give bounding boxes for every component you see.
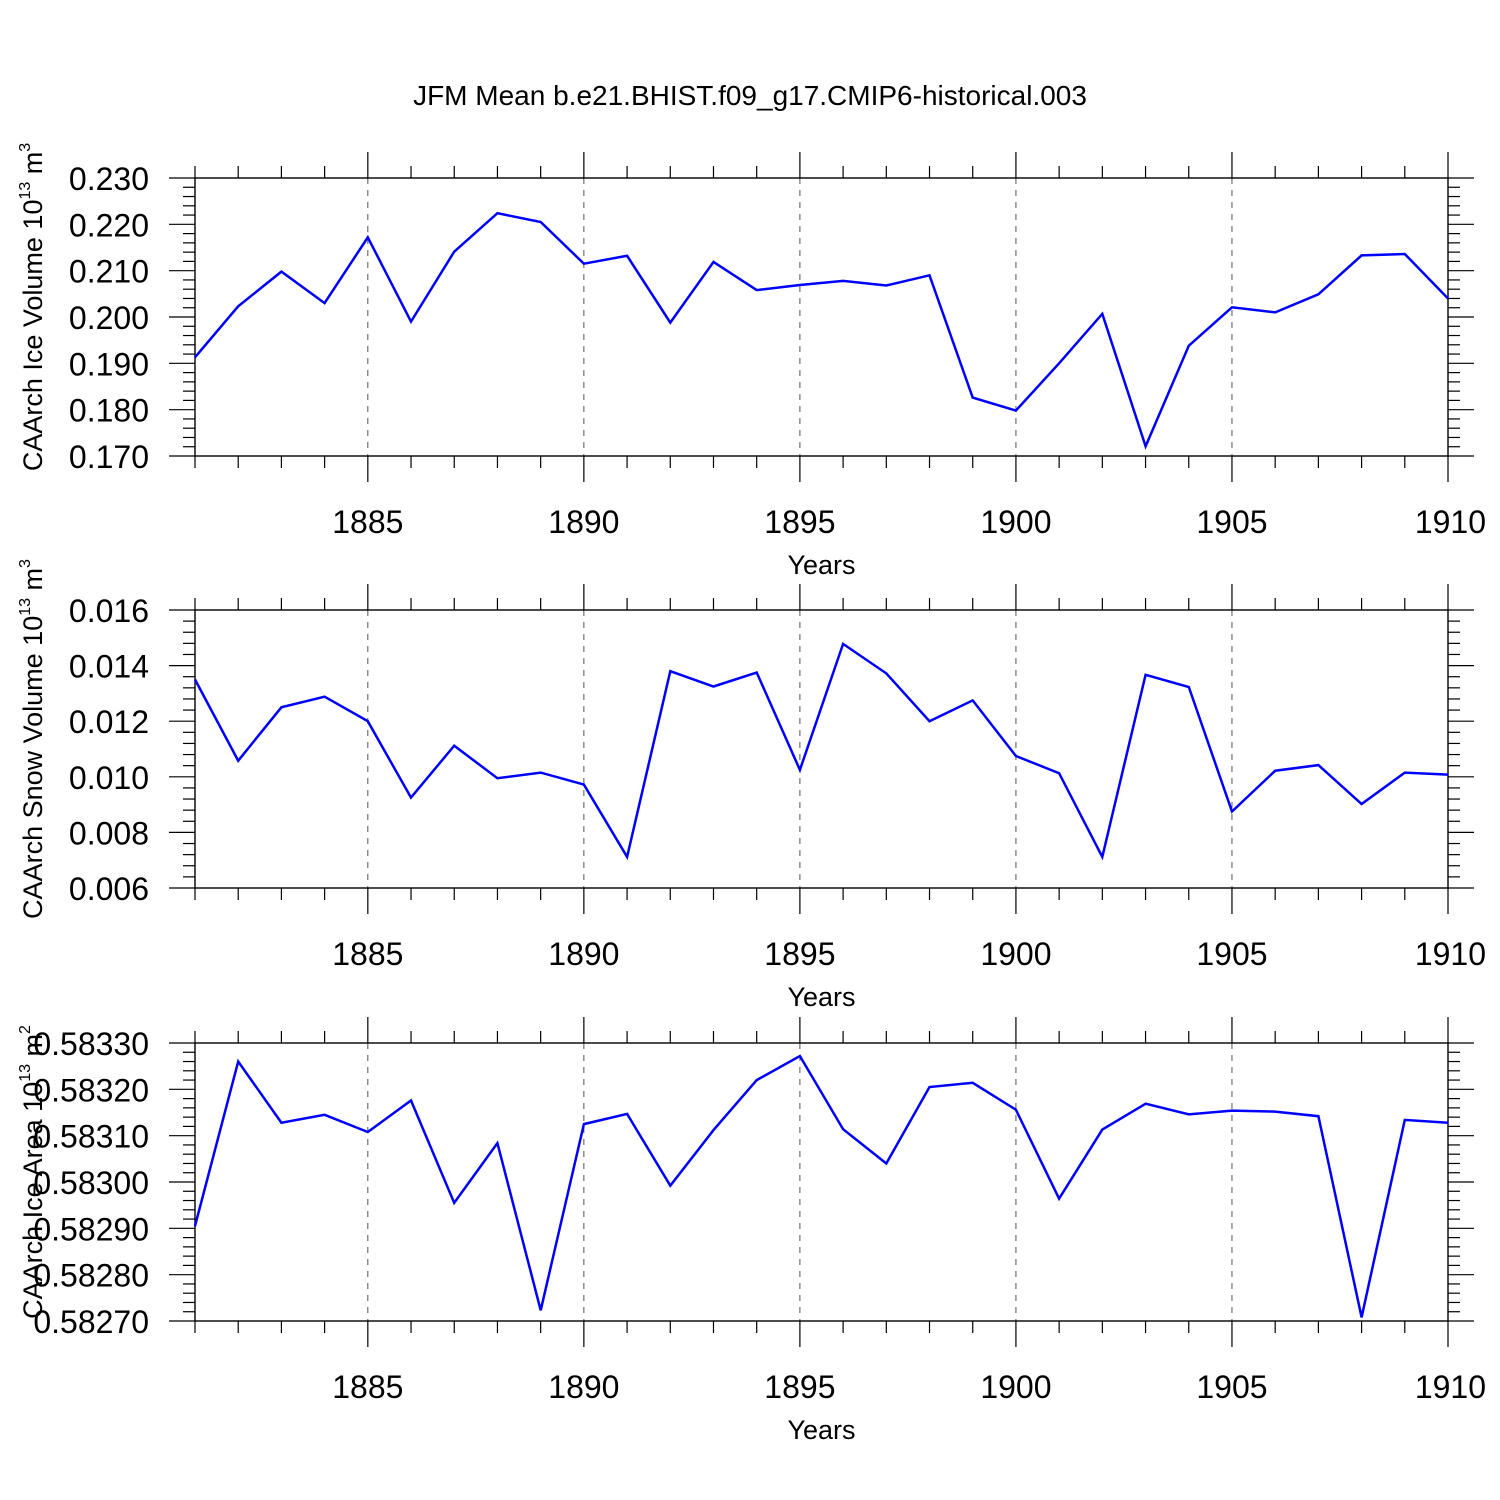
y-tick-label: 0.200 [69,300,149,336]
x-tick-label: 1890 [548,1369,619,1405]
x-tick-label: 1890 [548,504,619,540]
y-tick-label: 0.008 [69,815,149,851]
y-tick-label: 0.58300 [33,1165,149,1201]
x-tick-label: 1900 [980,1369,1051,1405]
plot-frame [194,177,1449,457]
y-tick-label: 0.006 [69,871,149,907]
x-axis-title: Years [787,1415,855,1445]
x-tick-label: 1905 [1196,504,1267,540]
y-tick-label: 0.010 [69,760,149,796]
y-tick-label: 0.58310 [33,1119,149,1155]
plot-frame [194,609,1449,889]
x-tick-label: 1905 [1196,1369,1267,1405]
y-tick-label: 0.58280 [33,1258,149,1294]
y-tick-label: 0.220 [69,207,149,243]
x-tick-label: 1910 [1415,504,1486,540]
x-tick-label: 1900 [980,504,1051,540]
y-tick-label: 0.58330 [33,1026,149,1062]
x-tick-label: 1910 [1415,936,1486,972]
x-tick-label: 1885 [332,1369,403,1405]
y-tick-label: 0.170 [69,439,149,475]
series-line-3-1 [193,1054,1449,1318]
y-axis-title: CAArch Ice Area 1013 m2 [17,1025,48,1319]
y-tick-label: 0.190 [69,346,149,382]
series-line-2-1 [193,641,1449,861]
figure-title: JFM Mean b.e21.BHIST.f09_g17.CMIP6-histo… [413,80,1087,111]
y-tick-label: 0.58320 [33,1072,149,1108]
y-tick-label: 0.58270 [33,1304,149,1340]
x-tick-label: 1895 [764,1369,835,1405]
chart-panel-1: 0.170 0.180 0.190 0.200 0.210 0.220 0.230 1885 1… [17,143,1486,580]
y-tick-label: 0.210 [69,254,149,290]
y-tick-label: 0.180 [69,393,149,429]
y-tick-label: 0.014 [69,649,149,685]
x-tick-label: 1900 [980,936,1051,972]
chart-panel-3: 0.58270 0.58280 0.58290 0.58300 0.58310 0.583… [17,1017,1486,1445]
x-tick-label: 1910 [1415,1369,1486,1405]
x-tick-label: 1885 [332,936,403,972]
series-line-1-1 [194,211,1449,450]
x-tick-label: 1890 [548,936,619,972]
chart-panel-2: 0.006 0.008 0.010 0.012 0.014 0.016 1885 1890 18… [17,559,1486,1012]
x-axis-title: Years [787,550,855,580]
panels: 0.170 0.180 0.190 0.200 0.210 0.220 0.230 1885 1… [17,143,1486,1445]
y-tick-label: 0.230 [69,161,149,197]
y-axis-title: CAArch Ice Volume 1013 m3 [17,143,48,471]
x-tick-label: 1905 [1196,936,1267,972]
plot-frame [194,1042,1449,1322]
x-tick-label: 1895 [764,504,835,540]
x-axis-title: Years [787,982,855,1012]
y-axis-title: CAArch Snow Volume 1013 m3 [17,559,48,919]
y-tick-label: 0.016 [69,593,149,629]
y-tick-label: 0.58290 [33,1211,149,1247]
x-tick-label: 1885 [332,504,403,540]
x-tick-label: 1895 [764,936,835,972]
y-tick-label: 0.012 [69,704,149,740]
